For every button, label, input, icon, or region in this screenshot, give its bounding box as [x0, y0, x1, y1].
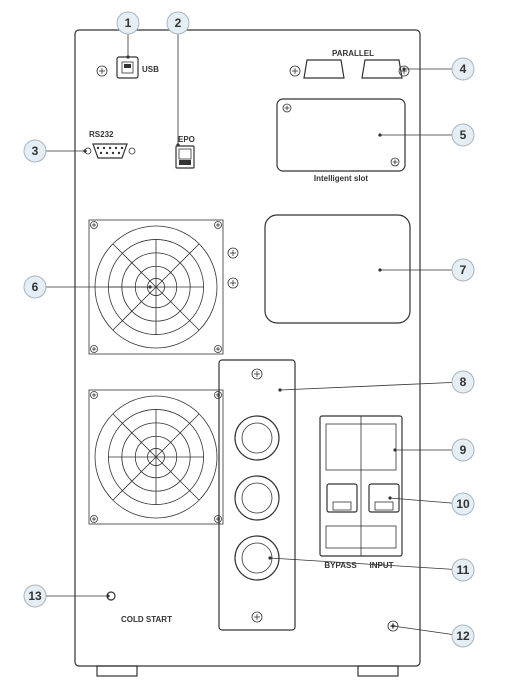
rs232-port [93, 144, 127, 158]
panel-cover [265, 215, 410, 323]
terminal-block [219, 360, 295, 630]
foot [358, 666, 398, 676]
svg-text:COLD START: COLD START [121, 615, 172, 624]
callout-number: 11 [457, 563, 470, 577]
parallel-port [304, 60, 344, 78]
callout-number: 10 [456, 497, 470, 511]
callout-number: 9 [460, 443, 467, 457]
foot [97, 666, 137, 676]
callout-number: 4 [460, 62, 467, 76]
callout-number: 5 [460, 128, 467, 142]
fan [89, 390, 223, 524]
svg-text:RS232: RS232 [89, 130, 114, 139]
callout-number: 7 [460, 263, 467, 277]
chassis [75, 30, 420, 666]
callout-number: 8 [460, 375, 467, 389]
callout-leader [280, 382, 463, 390]
callout-number: 3 [32, 144, 39, 158]
svg-text:Intelligent slot: Intelligent slot [314, 174, 369, 183]
breaker [320, 416, 402, 556]
callout-number: 2 [175, 16, 182, 30]
svg-text:PARALLEL: PARALLEL [332, 49, 374, 58]
callout-number: 6 [32, 280, 39, 294]
callout-leader [270, 558, 463, 570]
parallel-port [362, 60, 402, 78]
svg-text:EPO: EPO [178, 135, 195, 144]
svg-text:USB: USB [142, 65, 159, 74]
callout-number: 1 [125, 16, 132, 30]
callout-number: 12 [456, 629, 470, 643]
callout-number: 13 [28, 589, 42, 603]
